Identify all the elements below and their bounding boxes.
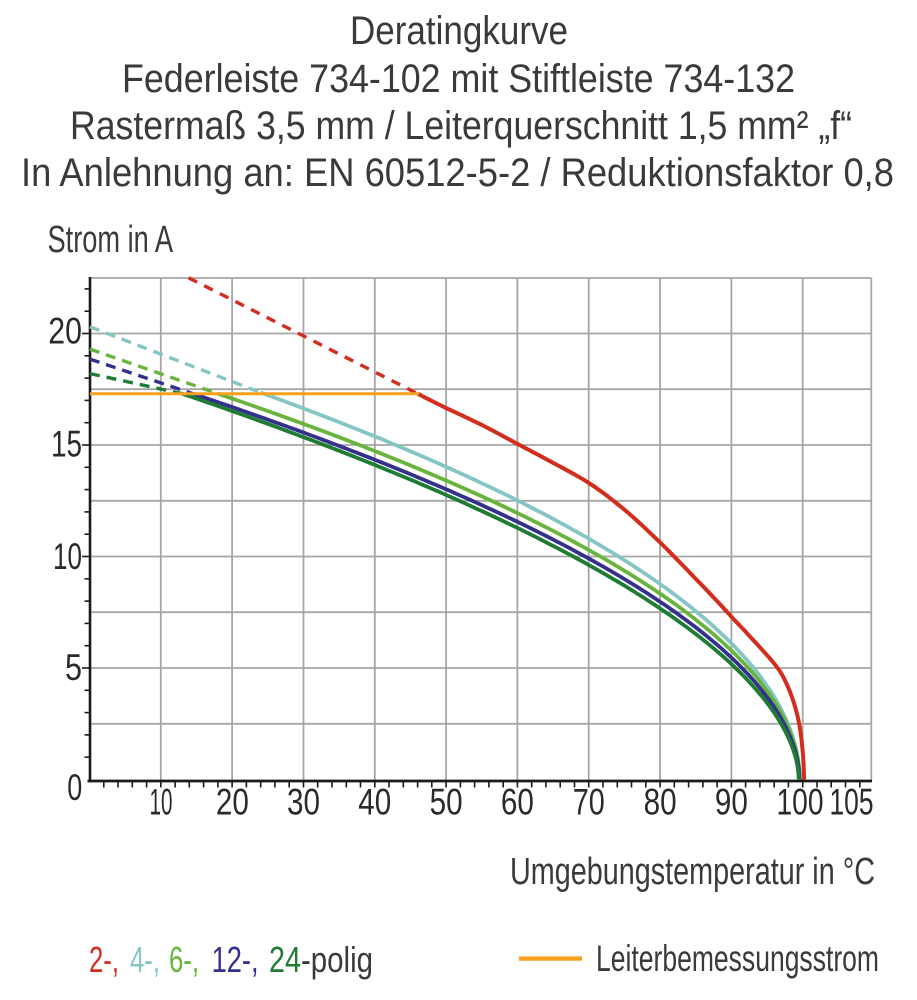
svg-text:10: 10 — [150, 782, 173, 823]
svg-text:Leiterbemessungsstrom: Leiterbemessungsstrom — [596, 937, 879, 979]
svg-text:24: 24 — [269, 939, 301, 980]
svg-text:90: 90 — [715, 782, 748, 823]
svg-text:15: 15 — [51, 424, 82, 465]
svg-text:20: 20 — [216, 782, 249, 823]
svg-text:Federleiste 734-102 mit Stiftl: Federleiste 734-102 mit Stiftleiste 734-… — [122, 57, 795, 101]
svg-text:100: 100 — [777, 782, 824, 823]
svg-text:Rastermaß 3,5 mm / Leiterquers: Rastermaß 3,5 mm / Leiterquerschnitt 1,5… — [70, 104, 852, 148]
svg-text:-polig: -polig — [301, 939, 373, 980]
svg-text:6-,: 6-, — [169, 939, 199, 980]
svg-text:10: 10 — [53, 536, 82, 577]
svg-text:30: 30 — [287, 782, 320, 823]
svg-text:105: 105 — [830, 782, 874, 823]
svg-text:12-,: 12-, — [212, 939, 259, 980]
svg-text:2-,: 2-, — [89, 939, 119, 980]
svg-text:70: 70 — [573, 782, 605, 823]
svg-text:In Anlehnung an: EN 60512-5-2: In Anlehnung an: EN 60512-5-2 / Reduktio… — [21, 151, 894, 195]
svg-text:20: 20 — [48, 311, 82, 352]
svg-text:40: 40 — [358, 782, 391, 823]
svg-text:5: 5 — [65, 647, 82, 688]
svg-text:50: 50 — [430, 782, 463, 823]
svg-text:80: 80 — [644, 782, 677, 823]
svg-text:Umgebungstemperatur in °C: Umgebungstemperatur in °C — [510, 851, 875, 893]
svg-text:4-,: 4-, — [130, 939, 160, 980]
svg-text:0: 0 — [67, 767, 82, 808]
svg-text:Strom in A: Strom in A — [48, 219, 174, 261]
svg-text:Deratingkurve: Deratingkurve — [350, 9, 568, 53]
svg-text:60: 60 — [501, 782, 534, 823]
